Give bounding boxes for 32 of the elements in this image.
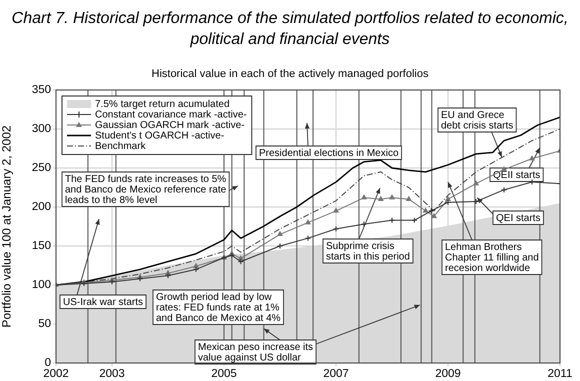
- annotation: Growth period lead by low rates: FED funds rate at 1% and Banco de Mexico at 4%: [156, 292, 281, 324]
- annotation: The FED funds rate increases to 5% and Banco de Mexico reference rate leads to the 8% level: [65, 174, 227, 206]
- x-tick-label: 2009: [435, 368, 461, 380]
- y-tick-label: 0: [44, 357, 51, 370]
- y-tick-label: 100: [32, 279, 51, 292]
- y-tick-label: 200: [32, 201, 51, 214]
- chart-subtitle: Historical value in each of the actively managed porfolios: [150, 68, 430, 80]
- annotation: Subprime crisis starts in this period: [326, 240, 410, 262]
- x-tick-label: 2002: [43, 368, 69, 380]
- y-axis-title: Portfolio value 100 at January 2, 2002: [0, 125, 14, 328]
- chart-title: Chart 7. Historical performance of the simulated portfolios related to economic, political and financial events: [10, 9, 570, 50]
- annotation: Lehman Brothers Chapter 11 filling and recesion worldwide: [445, 242, 539, 274]
- annotation: EU and Grece debt crisis starts: [441, 110, 514, 132]
- y-tick-label: 300: [32, 123, 51, 136]
- x-tick-label: 2005: [211, 368, 237, 380]
- annotation: Presidential elections in Mexico: [259, 148, 399, 159]
- legend-label: Student's t OGARCH -active-: [95, 130, 224, 142]
- annotation: QEII starts: [493, 170, 540, 181]
- x-tick-label: 2003: [99, 368, 125, 380]
- x-tick-label: 2011: [548, 368, 572, 380]
- y-tick-label: 250: [32, 162, 51, 174]
- annotation: US-Irak war starts: [63, 296, 144, 308]
- legend-label: Benchmark: [95, 140, 147, 152]
- legend-label: Gaussian OGARCH mark -active-: [95, 120, 244, 131]
- annotation: Mexican peso increase its value against US dollar: [198, 342, 314, 364]
- annotation: QEI starts: [496, 212, 540, 224]
- x-tick-label: 2007: [323, 368, 349, 380]
- y-tick-label: 150: [32, 240, 51, 252]
- y-tick-label: 350: [32, 84, 51, 96]
- legend-label: 7.5% target return acumulated: [95, 98, 230, 110]
- legend-label: Constant covariance mark -active-: [95, 109, 247, 120]
- y-tick-label: 50: [38, 318, 51, 330]
